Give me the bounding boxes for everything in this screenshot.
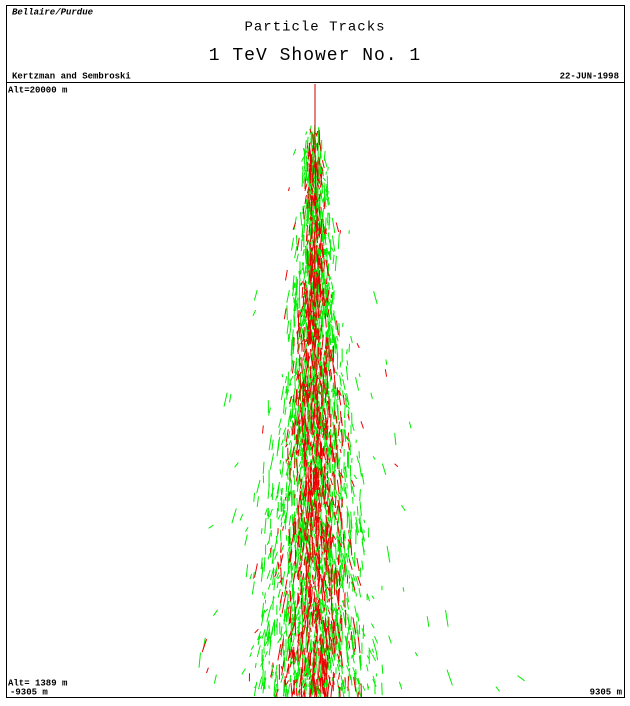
authors: Kertzman and Sembroski [12,71,131,81]
frame [6,5,625,698]
top-altitude: Alt=20000 m [8,85,68,95]
electron-tracks [198,124,525,698]
left-extent: -9305 m [10,687,48,697]
institution: Bellaire/Purdue [12,7,94,17]
title: Particle Tracks [244,20,385,36]
right-extent: 9305 m [590,687,623,697]
bottom-altitude: Alt= 1389 m [8,678,68,688]
date: 22-JUN-1998 [560,71,619,81]
primary-track [314,84,317,201]
positron-tracks [201,128,399,698]
particle-tracks [198,84,525,698]
subtitle: 1 TeV Shower No. 1 [209,46,421,66]
